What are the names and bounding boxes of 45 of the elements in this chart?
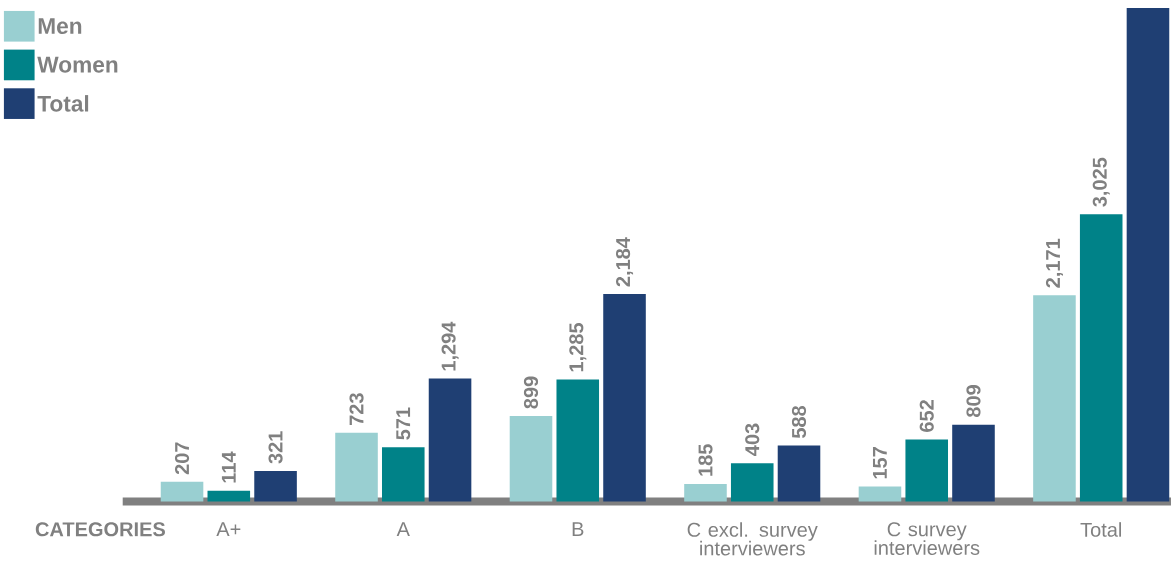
legend-label: Women — [37, 56, 118, 73]
bar — [160, 481, 204, 502]
x-tick-label: Total — [1080, 521, 1122, 537]
x-tick-label: C survey interviewers — [874, 521, 980, 555]
bar — [1079, 213, 1123, 502]
bar — [254, 470, 297, 502]
data-label: 1,294 — [441, 321, 459, 371]
x-axis-title: CATEGORIES — [35, 521, 165, 537]
bar — [556, 379, 600, 502]
data-label: 403 — [745, 423, 760, 456]
x-tick-label: C excl. survey interviewers — [687, 521, 818, 556]
data-label: 588 — [791, 405, 807, 438]
data-label: 1,285 — [569, 322, 587, 371]
data-label: 652 — [919, 399, 934, 432]
data-label: 321 — [268, 431, 283, 464]
bar — [335, 432, 378, 502]
data-label: 207 — [174, 442, 190, 474]
legend-label: Total — [37, 94, 89, 112]
bar — [684, 483, 727, 502]
bar — [1033, 295, 1076, 502]
bar — [603, 293, 646, 502]
x-tick-label: A — [396, 521, 410, 536]
data-label: 157 — [872, 446, 887, 479]
bar — [952, 424, 995, 502]
data-label: 114 — [221, 451, 236, 483]
legend-label: Men — [38, 17, 82, 34]
data-label: 185 — [698, 443, 713, 476]
x-tick-label: B — [572, 521, 584, 536]
bar — [381, 447, 425, 502]
data-label: 2,184 — [615, 236, 634, 287]
bar — [509, 415, 553, 502]
data-label: 571 — [396, 407, 411, 440]
bar — [777, 445, 821, 502]
bar — [905, 439, 949, 502]
data-label: 809 — [966, 384, 981, 417]
bar — [858, 486, 902, 502]
data-label: 899 — [523, 376, 539, 409]
bar — [730, 462, 774, 502]
bar — [1126, 7, 1170, 502]
data-label: 2,171 — [1045, 238, 1063, 288]
x-tick-label: A+ — [216, 521, 241, 536]
bar — [428, 378, 472, 502]
data-label: 3,025 — [1092, 157, 1110, 207]
data-label: 723 — [349, 392, 364, 425]
bar — [207, 490, 251, 502]
